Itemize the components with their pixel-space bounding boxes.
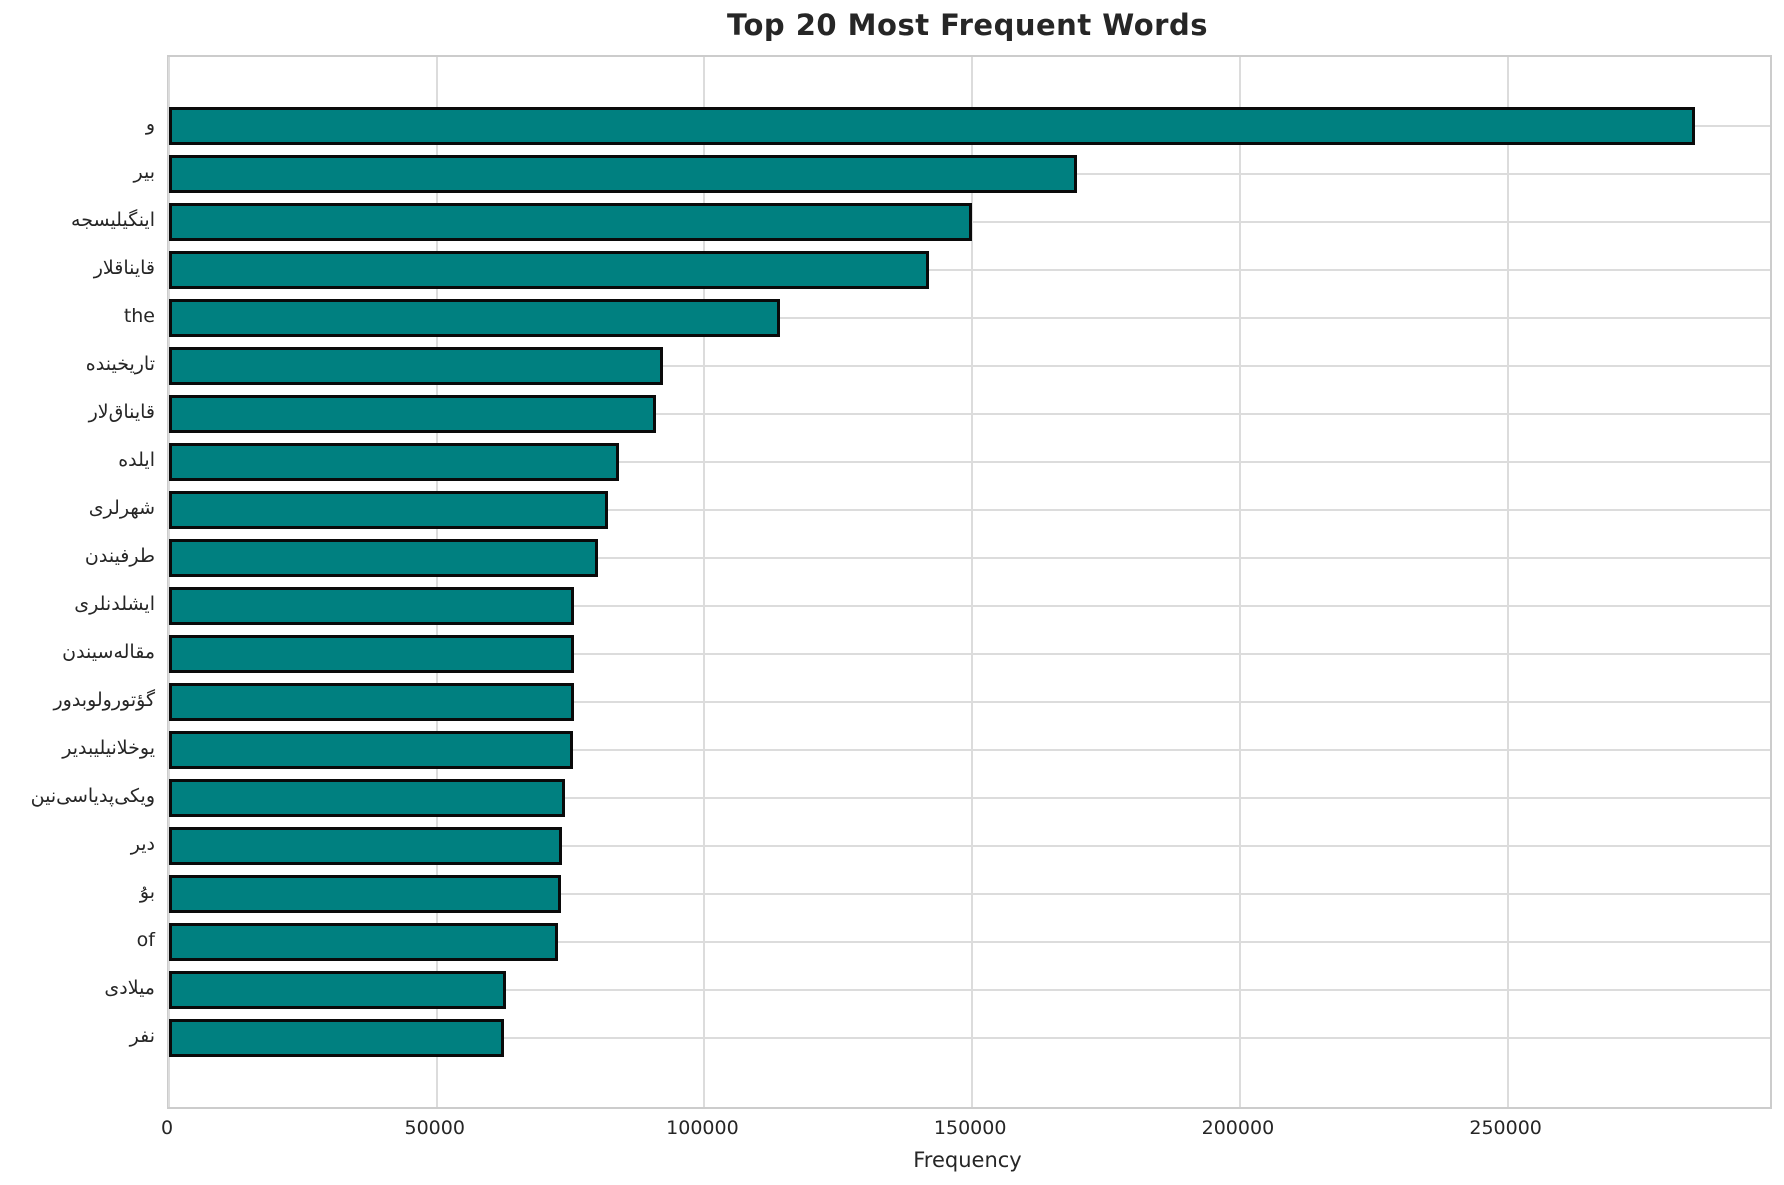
bar-7 — [169, 443, 619, 481]
gridline-x-50000 — [435, 57, 438, 1107]
x-tick-label-0: 0 — [160, 1117, 174, 1139]
y-tick-label-3: قایناقلار — [93, 257, 155, 279]
gridline-y-8 — [169, 509, 1770, 511]
gridline-y-19 — [169, 1037, 1770, 1039]
y-tick-label-1: بیر — [133, 161, 155, 183]
x-tick-label-250000: 250000 — [1469, 1117, 1542, 1139]
gridline-y-11 — [169, 653, 1770, 655]
bar-8 — [169, 491, 609, 529]
bar-16 — [169, 875, 562, 913]
y-tick-label-2: اینگیلیسجه — [71, 209, 155, 231]
y-tick-label-5: تاریخینده — [85, 353, 155, 375]
bar-3 — [169, 251, 930, 289]
bar-18 — [169, 971, 507, 1009]
y-tick-label-7: ایلده — [118, 449, 155, 471]
bar-13 — [169, 731, 574, 769]
y-tick-label-0: و — [145, 113, 155, 135]
gridline-y-16 — [169, 893, 1770, 895]
y-tick-label-15: دیر — [130, 833, 155, 855]
bar-5 — [169, 347, 663, 385]
gridline-y-15 — [169, 845, 1770, 847]
gridline-x-200000 — [1238, 57, 1241, 1107]
chart-title: Top 20 Most Frequent Words — [727, 8, 1208, 42]
gridline-x-150000 — [971, 57, 974, 1107]
gridline-y-6 — [169, 413, 1770, 415]
x-axis-label: Frequency — [913, 1148, 1022, 1172]
bar-1 — [169, 155, 1077, 193]
y-tick-label-4: the — [123, 305, 155, 327]
bar-19 — [169, 1019, 505, 1057]
gridline-y-7 — [169, 461, 1770, 463]
y-tick-label-12: گؤتورولوبدور — [53, 689, 155, 711]
bar-17 — [169, 923, 558, 961]
y-tick-label-14: ویکی‌پدیاسی‌نین — [30, 785, 155, 807]
y-tick-label-18: میلادی — [104, 977, 155, 999]
bar-4 — [169, 299, 781, 337]
bar-6 — [169, 395, 657, 433]
y-tick-label-8: شهرلری — [88, 497, 155, 519]
x-tick-label-200000: 200000 — [1201, 1117, 1275, 1139]
y-tick-label-9: طرفیندن — [84, 545, 155, 567]
y-tick-label-10: ایشلدنلری — [74, 593, 155, 615]
bar-10 — [169, 587, 575, 625]
gridline-y-10 — [169, 605, 1770, 607]
x-tick-label-50000: 50000 — [404, 1117, 465, 1139]
gridline-y-4 — [169, 317, 1770, 319]
y-tick-label-19: نفر — [129, 1025, 155, 1047]
gridline-x-100000 — [703, 57, 706, 1107]
y-tick-label-11: مقاله‌سیندن — [62, 641, 155, 663]
gridline-x-0 — [168, 57, 170, 1107]
gridline-x-250000 — [1506, 57, 1509, 1107]
bar-0 — [169, 107, 1696, 145]
gridline-y-13 — [169, 749, 1770, 751]
bar-2 — [169, 203, 973, 241]
gridline-y-18 — [169, 989, 1770, 991]
x-tick-label-100000: 100000 — [666, 1117, 739, 1139]
y-tick-label-6: قایناق‌لار — [88, 401, 155, 423]
gridline-y-14 — [169, 797, 1770, 799]
gridline-y-9 — [169, 557, 1770, 559]
x-tick-label-150000: 150000 — [933, 1117, 1007, 1139]
y-tick-label-16: بۇ — [139, 881, 155, 903]
bar-15 — [169, 827, 563, 865]
plot-area — [167, 55, 1772, 1109]
bar-14 — [169, 779, 566, 817]
gridline-y-12 — [169, 701, 1770, 703]
gridline-y-3 — [169, 269, 1770, 271]
y-tick-label-13: یوخلانیلیبدیر — [62, 737, 155, 759]
gridline-y-5 — [169, 365, 1770, 367]
y-tick-label-17: of — [136, 929, 155, 951]
gridline-y-17 — [169, 941, 1770, 943]
bar-9 — [169, 539, 599, 577]
bar-12 — [169, 683, 574, 721]
bar-11 — [169, 635, 574, 673]
